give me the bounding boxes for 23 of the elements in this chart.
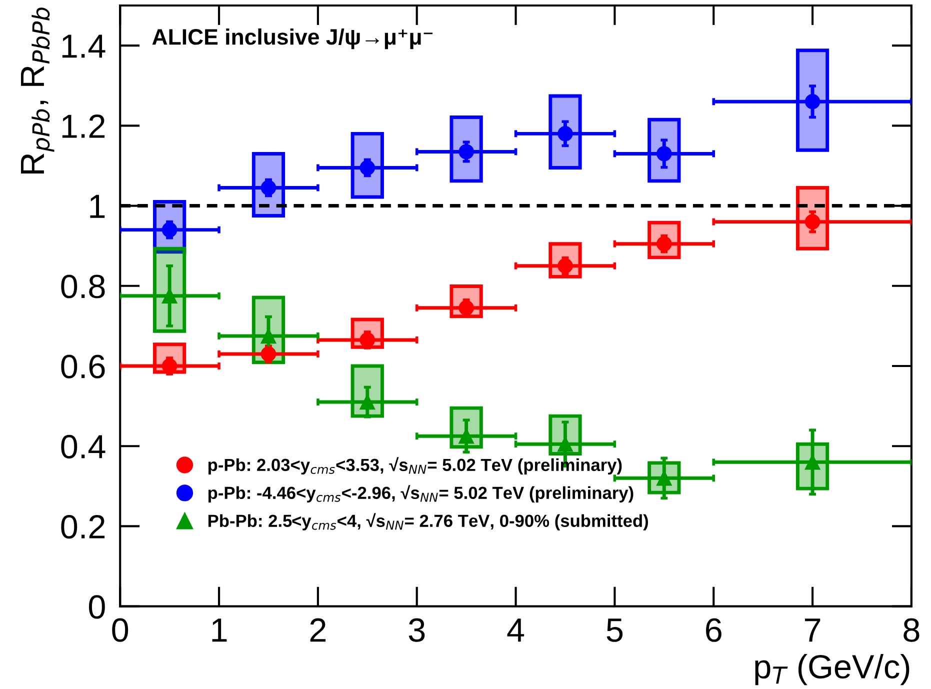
x-tick-label: 0 bbox=[112, 618, 128, 642]
x-tick-label: 5 bbox=[606, 618, 623, 642]
y-tick-label: 1.4 bbox=[62, 34, 106, 58]
y-tick-label: 0.2 bbox=[61, 515, 105, 539]
legend-label: p-Pb: -4.46<y$_{cms}$<-2.96, √s$_{NN}$= 5.02 TeV (preliminary) bbox=[208, 485, 634, 502]
x-tick-label: 6 bbox=[706, 618, 722, 642]
y-axis-title: R$_{pPb}$, R$_{PbPb}$ bbox=[20, 8, 54, 174]
y-tick-label: 1 bbox=[90, 194, 105, 218]
x-axis-title: p$_{T}$ (GeV/c) bbox=[755, 654, 910, 686]
annotation: ALICE inclusive J/ψ→μ⁺μ⁻ bbox=[152, 28, 433, 50]
x-tick-label: 1 bbox=[212, 618, 227, 642]
x-tick-label: 3 bbox=[408, 618, 425, 642]
x-tick-label: 8 bbox=[904, 618, 920, 642]
y-tick-label: 1.2 bbox=[62, 114, 105, 138]
x-tick-label: 2 bbox=[310, 618, 326, 642]
x-tick-label: 7 bbox=[804, 618, 820, 642]
legend-label: Pb-Pb: 2.5<y$_{cms}$<4, √s$_{NN}$= 2.76 TeV, 0-90% (submitted) bbox=[208, 513, 648, 530]
y-tick-label: 0.4 bbox=[61, 434, 106, 459]
y-tick-label: 0 bbox=[88, 595, 105, 619]
x-tick-label: 4 bbox=[507, 618, 524, 642]
y-tick-label: 0.6 bbox=[61, 354, 105, 378]
legend-label: p-Pb: 2.03<y$_{cms}$<3.53, √s$_{NN}$= 5.02 TeV (preliminary) bbox=[208, 457, 622, 475]
y-tick-label: 0.8 bbox=[61, 274, 105, 298]
